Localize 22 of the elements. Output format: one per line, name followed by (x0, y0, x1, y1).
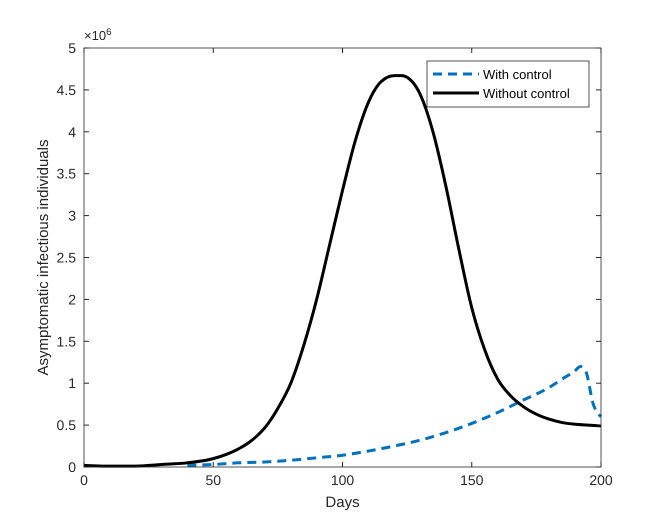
legend-label: With control (483, 67, 552, 82)
y-tick-label: 0 (68, 459, 76, 475)
y-tick-label: 4.5 (56, 82, 76, 98)
x-tick-label: 0 (80, 472, 88, 488)
x-tick-label: 150 (460, 472, 484, 488)
line-series (186, 364, 602, 467)
y-tick-label: 3.5 (56, 166, 76, 182)
y-tick-label: 5 (68, 40, 76, 56)
y-tick-label: 4 (68, 124, 76, 140)
x-tick-label: 100 (330, 472, 354, 488)
y-axis-title: Asymptomatic infectious individuals (35, 140, 52, 376)
text: ×10$^{6}$ (84, 26, 112, 43)
x-tick-label: 50 (205, 472, 222, 488)
y-tick-label: 1.5 (56, 333, 76, 350)
y-tick-label: 0.5 (56, 417, 76, 434)
y-tick-label: 1 (68, 375, 76, 392)
legend-label: Without control (483, 86, 570, 101)
x-axis-title: Days (325, 494, 360, 511)
x-tick-label: 200 (589, 472, 613, 488)
y-tick-label: 2.5 (56, 250, 76, 266)
y-tick-label: 2 (68, 291, 76, 308)
y-tick-label: 3 (68, 208, 76, 224)
